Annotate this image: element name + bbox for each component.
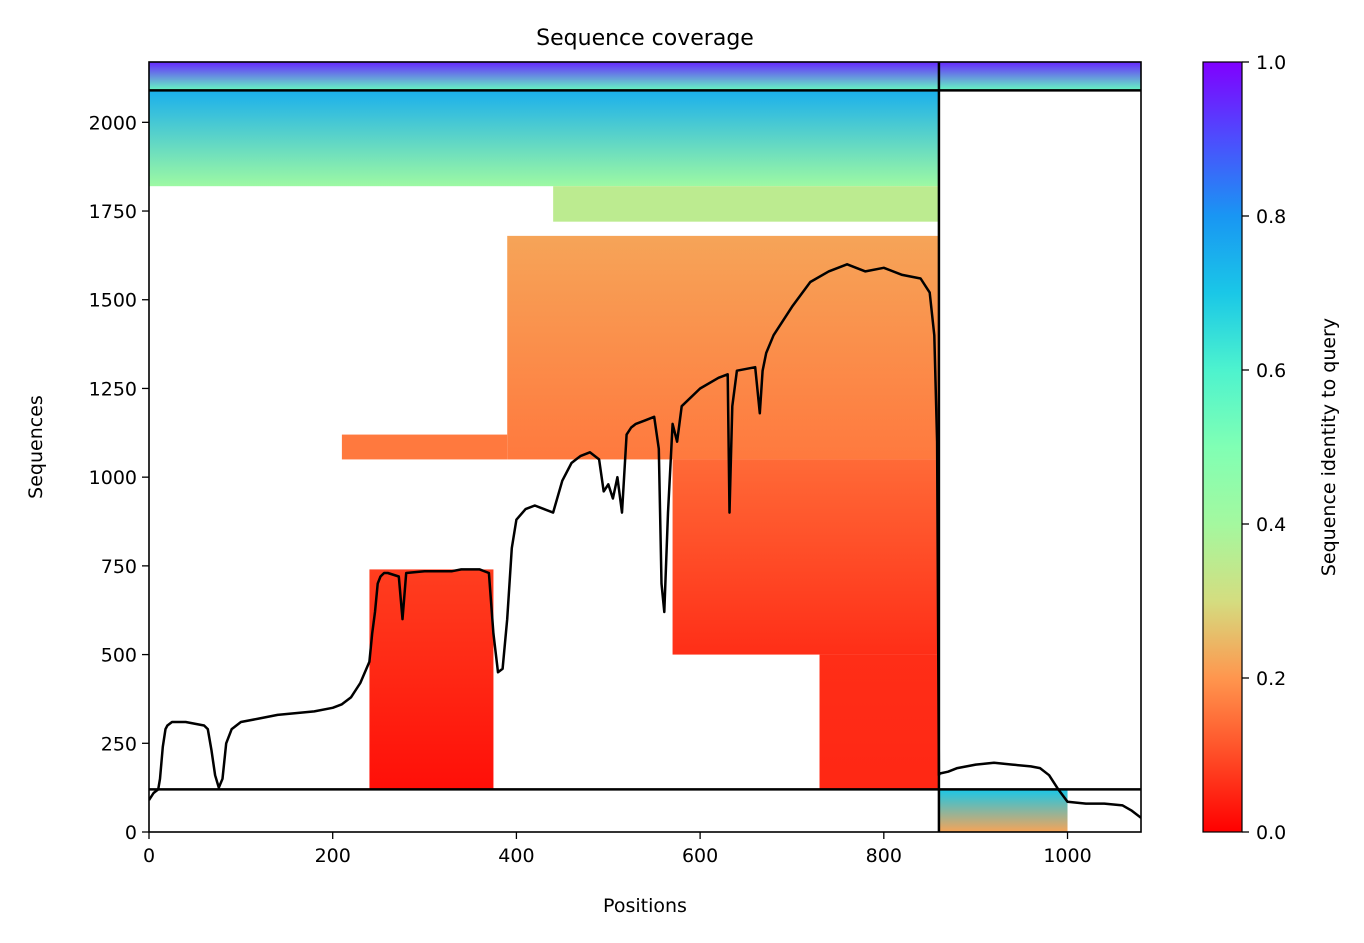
coverage-block xyxy=(149,62,1141,91)
colorbar-ticks: 0.0 0.2 0.4 0.6 0.8 1.0 xyxy=(1242,52,1286,844)
coverage-block xyxy=(553,186,939,222)
y-tick-label: 750 xyxy=(101,556,137,578)
y-tick-label: 1500 xyxy=(89,290,137,312)
x-tick-label: 800 xyxy=(866,845,902,867)
coverage-block xyxy=(369,569,494,790)
x-tick-label: 200 xyxy=(315,845,351,867)
y-tick-label: 2000 xyxy=(89,112,137,134)
y-tick-label: 1750 xyxy=(89,201,137,223)
colorbar-tick-label: 1.0 xyxy=(1256,52,1286,74)
x-tick-label: 1000 xyxy=(1043,845,1091,867)
x-axis-ticks: 0 200 400 600 800 1000 xyxy=(143,832,1092,867)
colorbar-tick-label: 0.8 xyxy=(1256,206,1286,228)
chart-title: Sequence coverage xyxy=(536,26,754,51)
coverage-block xyxy=(341,434,508,460)
colorbar-tick-label: 0.4 xyxy=(1256,514,1286,536)
colorbar-label: Sequence identity to query xyxy=(1318,318,1340,576)
x-tick-label: 0 xyxy=(143,845,155,867)
coverage-block xyxy=(819,654,939,790)
coverage-block xyxy=(672,459,939,655)
colorbar-tick-label: 0.0 xyxy=(1256,822,1286,844)
colorbar xyxy=(1202,61,1243,833)
x-tick-label: 600 xyxy=(682,845,718,867)
x-tick-label: 400 xyxy=(498,845,534,867)
coverage-block xyxy=(507,235,939,460)
coverage-block xyxy=(149,90,939,187)
colorbar-tick-label: 0.6 xyxy=(1256,360,1286,382)
x-axis-label: Positions xyxy=(603,895,687,917)
y-tick-label: 1250 xyxy=(89,378,137,400)
coverage-heatmap xyxy=(149,62,1141,832)
plot-frame xyxy=(148,61,1142,833)
y-axis-ticks: 0 250 500 750 1000 1250 1500 1750 2000 xyxy=(89,112,149,844)
coverage-line xyxy=(149,263,1141,819)
y-tick-label: 1000 xyxy=(89,467,137,489)
y-tick-label: 500 xyxy=(101,645,137,667)
y-tick-label: 0 xyxy=(125,822,137,844)
y-axis-label: Sequences xyxy=(25,395,47,499)
coverage-block xyxy=(938,789,1068,832)
colorbar-tick-label: 0.2 xyxy=(1256,668,1286,690)
coverage-line-layer xyxy=(149,263,1141,819)
y-tick-label: 250 xyxy=(101,733,137,755)
